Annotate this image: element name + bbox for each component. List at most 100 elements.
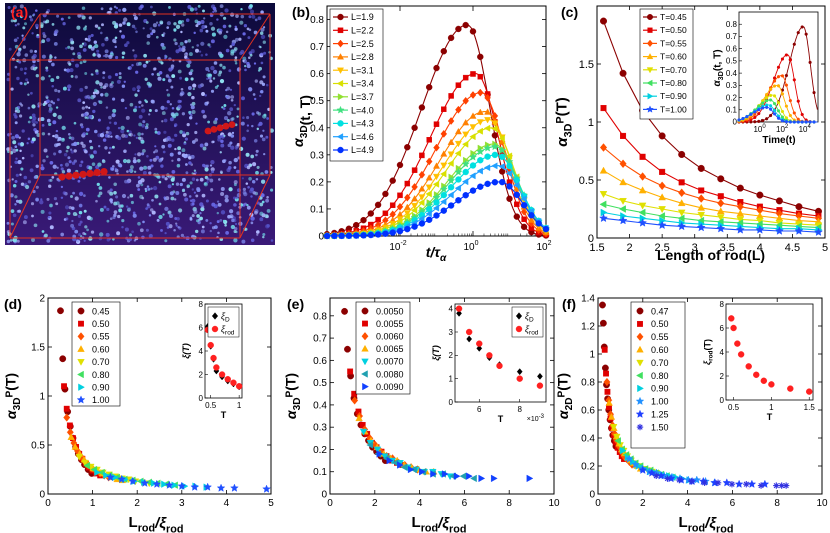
particle [230, 98, 234, 102]
inset-data-point [808, 60, 812, 65]
panel-e-label: (e) [287, 296, 305, 312]
particle [203, 182, 207, 186]
particle [139, 137, 144, 142]
data-point [447, 184, 455, 191]
x-axis-label: t/τα [426, 244, 447, 264]
legend-marker [647, 27, 653, 33]
data-point [701, 479, 708, 486]
particle [219, 63, 223, 67]
particle [18, 60, 22, 64]
particle [63, 152, 68, 157]
inset-x-tick-label: 0.5 [205, 401, 217, 410]
y-tick-label: 0.8 [581, 378, 595, 389]
data-point [469, 91, 477, 99]
inset-data-point [741, 116, 745, 121]
data-point [505, 169, 513, 177]
particle [81, 143, 86, 149]
data-point [469, 162, 477, 169]
y-tick-label: 0.2 [313, 445, 327, 456]
particle [190, 105, 195, 110]
particle [242, 187, 247, 192]
particle [178, 208, 183, 213]
legend-label: 0.0090 [376, 382, 404, 392]
data-point [57, 307, 64, 315]
particle [220, 191, 225, 197]
data-point [747, 479, 757, 488]
particle [107, 131, 112, 135]
y-tick-label: 0 [588, 233, 594, 245]
particle [140, 152, 145, 156]
legend-label: 1.00 [92, 395, 110, 405]
particle [26, 81, 30, 84]
data-point [440, 198, 447, 206]
particle [205, 67, 210, 71]
particle [121, 84, 126, 88]
data-point [520, 195, 527, 203]
particle [71, 219, 74, 223]
legend-label: 0.0080 [376, 369, 404, 379]
legend-label: L=2.5 [351, 39, 374, 49]
particle [60, 167, 64, 171]
particle [117, 214, 121, 219]
particle [241, 177, 244, 180]
data-point [619, 198, 627, 205]
particle [98, 145, 101, 148]
data-point [459, 472, 467, 480]
inset-data-point [753, 120, 757, 124]
particle [167, 143, 172, 148]
particle [240, 121, 245, 126]
legend-marker [635, 396, 645, 405]
data-point [461, 140, 469, 148]
particle [189, 7, 195, 12]
particle [144, 126, 148, 130]
data-point [469, 133, 476, 141]
particle [78, 222, 82, 227]
particle [219, 53, 224, 58]
panel-f-chart: 00.20.40.60.811.21.40 2 4 6 8 100.470.500.550… [554, 294, 828, 533]
particle [228, 160, 232, 165]
data-point [773, 482, 780, 489]
particle [96, 182, 100, 187]
particle [166, 93, 171, 97]
rod-bead [58, 173, 66, 181]
data-point [61, 383, 67, 390]
series-T=0.70 [599, 191, 823, 230]
particle [170, 85, 174, 89]
inset-data-point [224, 376, 231, 383]
inset-x-tick-label: 0.5 [728, 403, 740, 412]
particle [71, 143, 75, 146]
inset-data-point [784, 104, 788, 108]
particle [13, 112, 17, 117]
particle [116, 231, 121, 236]
inset-y-tick-label: 0.4 [726, 69, 738, 78]
particle [54, 56, 57, 59]
inset-data-point [768, 93, 773, 98]
particle [81, 106, 85, 110]
data-point [677, 214, 685, 223]
particle [136, 158, 141, 163]
particle [118, 75, 122, 80]
legend-marker [78, 383, 85, 391]
particle [40, 76, 45, 81]
particle [202, 146, 207, 151]
particle [56, 166, 59, 169]
y-tick-label: 1 [589, 350, 595, 361]
x-tick-label: 2 [627, 242, 633, 254]
particle [54, 88, 58, 93]
particle [197, 84, 202, 89]
particle [52, 112, 57, 117]
particle [227, 111, 232, 116]
particle [10, 19, 14, 23]
data-point [498, 134, 505, 142]
particle [137, 176, 141, 179]
particle [46, 99, 50, 104]
particle [45, 11, 49, 15]
particle [11, 178, 14, 181]
inset-x-tick-label: 6 [477, 405, 482, 414]
inset-data-point [800, 112, 804, 117]
particle [169, 117, 174, 122]
particle [100, 31, 103, 35]
particle [218, 178, 221, 181]
particle [121, 51, 126, 55]
particle [14, 121, 18, 125]
